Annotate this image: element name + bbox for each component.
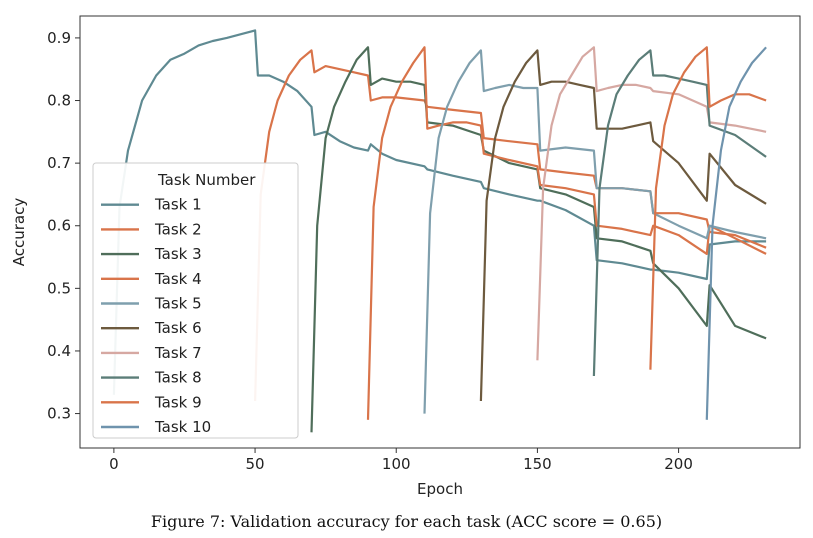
- x-axis-ticks: 0 50 100 150 200: [109, 448, 693, 473]
- series-line-task-8: [592, 49, 767, 377]
- y-axis-ticks: 0.3 0.4 0.5 0.6 0.7 0.8 0.9: [47, 29, 80, 423]
- legend: Task Number Task 1 Task 2 Task 3 Task 4 Task…: [92, 162, 299, 439]
- series-line-task-4: [366, 46, 767, 420]
- x-tick-label: 0: [109, 455, 119, 473]
- series-line-task-5: [423, 49, 767, 414]
- legend-entry-task-1: Task 1: [154, 196, 202, 214]
- legend-title: Task Number: [157, 171, 256, 189]
- x-tick-label: 200: [664, 455, 693, 473]
- x-tick-label: 100: [382, 455, 411, 473]
- legend-entry-task-3: Task 3: [154, 245, 202, 263]
- y-tick-label: 0.7: [47, 154, 71, 172]
- legend-entry-task-6: Task 6: [154, 319, 202, 337]
- series-line-task-6: [479, 49, 767, 402]
- x-axis-label: Epoch: [417, 480, 463, 498]
- y-tick-label: 0.3: [47, 405, 71, 423]
- y-tick-label: 0.6: [47, 217, 71, 235]
- plot-series: [112, 29, 767, 433]
- x-tick-label: 150: [523, 455, 552, 473]
- legend-entry-task-8: Task 8: [154, 369, 202, 387]
- legend-entry-task-2: Task 2: [154, 220, 202, 238]
- legend-entry-task-10: Task 10: [154, 418, 211, 436]
- validation-accuracy-chart: 0 50 100 150 200 0.3 0.4 0.5 0.6 0.7 0.8 0.9 Epoch…: [10, 15, 801, 498]
- figure-caption: Figure 7: Validation accuracy for each t…: [150, 512, 663, 531]
- y-tick-label: 0.8: [47, 92, 71, 110]
- y-axis-label: Accuracy: [10, 198, 28, 267]
- x-tick-label: 50: [246, 455, 265, 473]
- legend-entry-task-5: Task 5: [154, 295, 202, 313]
- series-line-task-2: [254, 49, 767, 402]
- legend-entry-task-7: Task 7: [154, 344, 202, 362]
- series-line-task-7: [536, 46, 767, 361]
- series-line-task-9: [649, 46, 767, 370]
- series-line-task-1: [112, 29, 767, 395]
- legend-box: [92, 162, 299, 439]
- plot-frame: [79, 15, 801, 449]
- series-line-task-10: [705, 46, 767, 420]
- y-tick-label: 0.9: [47, 29, 71, 47]
- legend-entry-task-9: Task 9: [154, 393, 202, 411]
- legend-entry-task-4: Task 4: [154, 270, 202, 288]
- y-tick-label: 0.5: [47, 279, 71, 297]
- y-tick-label: 0.4: [47, 342, 71, 360]
